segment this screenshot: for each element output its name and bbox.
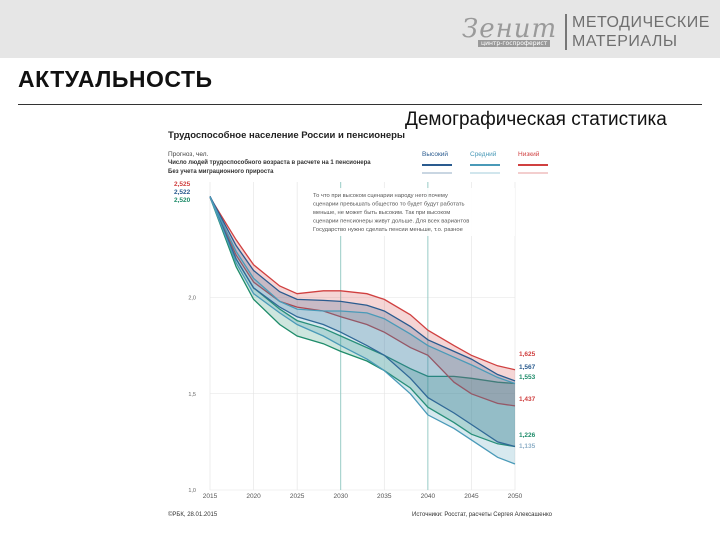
chart-title: Трудоспособное население России и пенсио…	[168, 130, 405, 141]
start-value-label: 2,522	[174, 189, 191, 196]
series-line-upper	[209, 196, 516, 382]
x-tick-label: 2045	[464, 493, 479, 500]
end-value-label: 1,567	[519, 364, 536, 371]
x-tick-label: 2025	[290, 493, 305, 500]
header-band	[0, 0, 720, 58]
annotation-text: сценарии превышать общество то будет буд…	[313, 202, 465, 208]
x-tick-label: 2015	[203, 493, 218, 500]
series-band	[210, 197, 515, 406]
x-tick-label: 2040	[421, 493, 436, 500]
page-subtitle: Демографическая статистика	[405, 109, 667, 130]
series-band	[210, 197, 515, 447]
x-tick-label: 2030	[333, 493, 348, 500]
end-value-label: 1,135	[519, 443, 536, 450]
legend-label: Низкий	[518, 150, 540, 158]
end-value-label: 1,625	[519, 351, 536, 358]
page-title: АКТУАЛЬНОСТЬ	[18, 66, 213, 92]
legend-label: Высокий	[422, 150, 448, 158]
y-tick-label: 1,5	[188, 392, 196, 398]
annotation-text: сценарии пенсионеры живут дольше. Для вс…	[313, 219, 469, 225]
logo-subtitle: цинтр-госпроферист	[478, 40, 551, 47]
end-value-label: 1,226	[519, 432, 536, 439]
y-tick-label: 1,0	[188, 488, 196, 494]
start-value-label: 2,520	[174, 197, 191, 204]
y-tick-label: 2,0	[188, 296, 196, 302]
end-value-label: 1,553	[519, 374, 536, 381]
x-tick-label: 2050	[508, 493, 523, 500]
legend-label: Средний	[470, 150, 497, 158]
chart: Трудоспособное население России и пенсио…	[168, 130, 553, 518]
footer-left: ©РБК, 28.01.2015	[168, 511, 218, 518]
end-value-label: 1,437	[519, 396, 536, 403]
start-value-label: 2,525	[174, 181, 191, 188]
series-line-upper	[209, 196, 516, 385]
logo-text-line1: МЕТОДИЧЕСКИЕ	[572, 14, 710, 31]
y-axis-label: Число людей трудоспособного возраста в р…	[168, 159, 371, 166]
title-divider	[18, 104, 702, 105]
series-line-lower	[209, 196, 516, 465]
x-tick-label: 2020	[246, 493, 261, 500]
series-line-upper	[209, 197, 516, 371]
footer-right: Источники: Росстат, расчеты Сергея Алекс…	[412, 512, 553, 518]
x-tick-label: 2035	[377, 493, 392, 500]
series-line-lower	[209, 196, 516, 448]
annotation-text: Государство нужно сделать пенсии меньше,…	[313, 227, 463, 233]
series-line-lower	[209, 197, 516, 407]
logo-text-line2: МАТЕРИАЛЫ	[572, 33, 678, 50]
forecast-label: Прогноз, чел.	[168, 151, 209, 158]
series-band	[210, 197, 515, 464]
logo-divider	[565, 14, 567, 50]
annotation-text: То что при высоком сценарии народу него …	[313, 193, 448, 199]
plot-area: 2015 2020 2025 2030 2035 2040 2045 2050 1,0 1,5 2,…	[174, 181, 536, 500]
series-line-lower	[209, 196, 516, 448]
annotation-text: меньше, не может быть высоким. Так при в…	[313, 210, 450, 216]
logo-script: Зенит	[462, 14, 558, 44]
annotation-box	[310, 188, 515, 236]
series-band	[210, 196, 515, 447]
y-axis-label-2: Без учета миграционного прироста	[168, 169, 274, 175]
chart-legend: Высокий Средний Низкий	[422, 150, 548, 174]
